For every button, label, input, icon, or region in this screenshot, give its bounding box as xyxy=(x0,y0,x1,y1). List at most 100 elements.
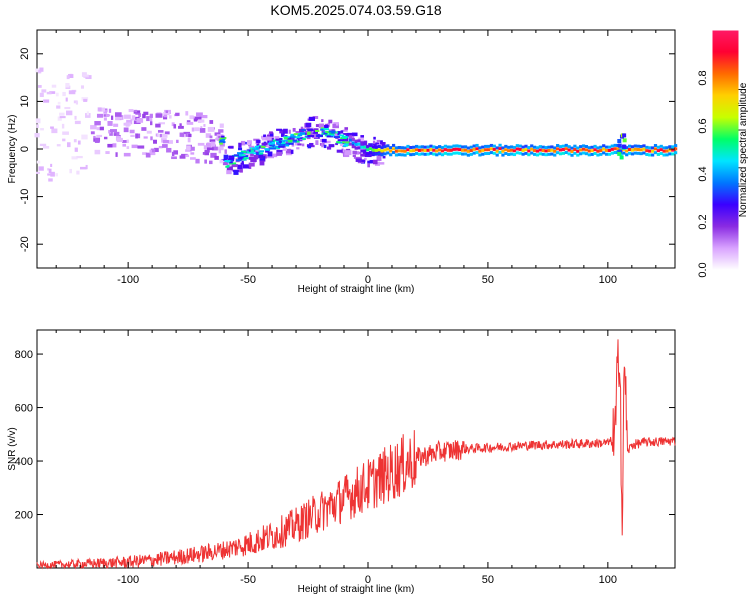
spectrogram-cell xyxy=(51,84,57,88)
spectrogram-cell xyxy=(90,125,97,130)
spectrogram-cell xyxy=(256,143,260,147)
spectrogram-cell xyxy=(415,148,419,152)
spectrogram-cell xyxy=(149,113,153,118)
spectrogram-cell xyxy=(83,98,88,102)
spectrogram-cell xyxy=(610,147,614,151)
spectrogram-cell xyxy=(633,144,637,148)
spectrogram-cell xyxy=(62,138,66,142)
spectrogram-cell xyxy=(94,138,100,143)
spectrogram-cell xyxy=(307,145,312,149)
spectrogram-cell xyxy=(593,151,597,155)
spectrogram-cell xyxy=(294,136,301,139)
spectrogram-cell xyxy=(97,107,102,112)
spectrogram-cell xyxy=(659,148,663,152)
spectrogram-cell xyxy=(412,149,416,153)
spectrogram-cell xyxy=(191,127,195,132)
spectrogram-cell xyxy=(173,150,179,155)
spectrogram-cell xyxy=(76,170,80,175)
spectrogram-cell xyxy=(185,111,189,116)
spectrogram-cell xyxy=(123,122,126,126)
spectrogram-cell xyxy=(521,145,525,149)
spectrogram-cell xyxy=(570,149,574,153)
spectrogram-cell xyxy=(380,149,384,153)
spectrogram-cell xyxy=(332,123,340,129)
spectrogram-cell xyxy=(391,143,396,147)
spectrogram-cell xyxy=(146,116,153,122)
spectrogram-cell xyxy=(429,151,433,155)
spectrogram-cell xyxy=(671,145,675,149)
spectrogram-cell xyxy=(662,146,666,150)
spectrogram-cell xyxy=(173,124,177,129)
spectrogram-cell xyxy=(113,131,120,136)
spectrogram-cell xyxy=(550,152,554,156)
spectrogram-cell xyxy=(35,118,41,124)
colorbar-ticks: 0.0 0.2 0.4 0.6 0.8 xyxy=(697,70,709,277)
spectrogram-cell xyxy=(564,147,568,151)
spectrogram-cell xyxy=(371,152,376,156)
spectrogram-cell xyxy=(538,148,542,152)
spectrogram-cell xyxy=(653,144,658,148)
spectrogram-cell xyxy=(406,148,410,152)
spectrogram-cell xyxy=(103,136,108,140)
spectrogram-cell xyxy=(535,149,540,153)
spectrogram-cell xyxy=(238,142,242,148)
spectrogram-cell xyxy=(374,152,378,156)
spectrogram-cell xyxy=(256,139,261,144)
spectrogram-cell xyxy=(41,89,47,93)
snr-series-line xyxy=(36,339,676,570)
spectrogram-cell xyxy=(146,130,152,134)
spectrogram-cell xyxy=(36,124,39,128)
spectrogram-cell xyxy=(449,148,453,152)
spectrogram-cell xyxy=(131,115,136,121)
spectrogram-cell xyxy=(363,149,367,153)
spectrogram-cell xyxy=(512,145,517,149)
colorbar-tick-label: 0.4 xyxy=(697,166,709,181)
spectrogram-cell xyxy=(96,113,104,118)
spectrogram-cell xyxy=(645,149,649,153)
spectrogram-cell xyxy=(135,112,141,115)
spectrogram-cell xyxy=(625,146,629,150)
spectrogram-cell xyxy=(607,148,612,152)
spectrogram-cell xyxy=(348,142,353,146)
spectrogram-cell xyxy=(285,151,293,156)
spectrogram-cell xyxy=(157,130,164,133)
spectrogram-cell xyxy=(533,149,537,153)
spectrogram-cell xyxy=(466,153,471,157)
spectrogram-cell xyxy=(66,110,73,116)
spectrogram-cell xyxy=(426,145,430,149)
spectrogram-cell xyxy=(83,74,89,77)
spectrogram-cell xyxy=(587,149,591,153)
spectrogram-cell xyxy=(221,158,227,162)
spectrogram-cell xyxy=(236,159,242,162)
spectrogram-cell xyxy=(359,159,366,163)
spectrogram-cell xyxy=(466,146,471,150)
spectrogram-cell xyxy=(333,136,340,139)
spectrogram-cell xyxy=(469,152,473,156)
spectrogram-cell xyxy=(176,139,179,144)
spectrogram-cell xyxy=(512,153,517,157)
spectrogram-cell xyxy=(158,145,163,149)
spectrogram-cell xyxy=(573,148,577,152)
spectrogram-cell xyxy=(228,157,235,160)
spectrogram-cell xyxy=(210,141,216,147)
spectrogram-cell xyxy=(509,145,514,149)
spectrogram-cell xyxy=(218,148,222,154)
spectrogram-cell xyxy=(283,143,290,146)
colorbar: 0.0 0.2 0.4 0.6 0.8 Normalized spectral ampl… xyxy=(697,29,749,278)
spectrogram-cell xyxy=(315,140,319,145)
spectrogram-cell xyxy=(527,146,531,150)
spectrogram-cell xyxy=(278,144,285,147)
spectrogram-cell xyxy=(622,133,627,138)
spectrogram-cell xyxy=(279,129,286,134)
spectrogram-cell xyxy=(274,145,281,148)
spectrogram-cell xyxy=(538,152,542,156)
spectrogram-cell xyxy=(533,145,537,149)
spectrogram-cell xyxy=(103,117,107,121)
spectrogram-cell xyxy=(351,138,355,142)
spectrogram-cell xyxy=(653,151,658,155)
snr-panel: -100 -50 0 50 100 200 400 600 800 Height of stra… xyxy=(7,329,676,595)
spectrogram-cell xyxy=(515,147,519,151)
spectrogram-cell xyxy=(50,126,54,129)
spectrogram-cell xyxy=(489,147,494,151)
spectrogram-cell xyxy=(584,152,589,156)
